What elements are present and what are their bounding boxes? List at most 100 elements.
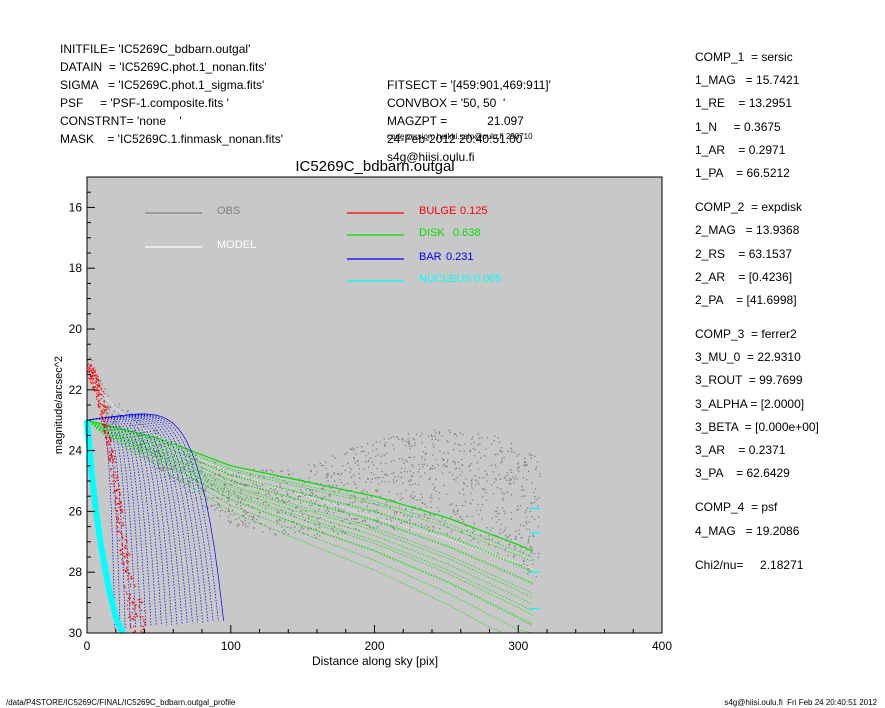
- obs-point: [501, 451, 504, 453]
- bulge-point: [126, 539, 128, 541]
- obs-point: [154, 443, 157, 445]
- obs-point: [274, 533, 276, 535]
- obs-point: [155, 433, 157, 436]
- obs-point: [295, 507, 297, 509]
- legend-value-bulge: 0.125: [460, 205, 488, 217]
- obs-point: [346, 452, 348, 454]
- obs-point: [224, 511, 226, 513]
- obs-point: [310, 471, 312, 473]
- obs-point: [400, 476, 403, 479]
- obs-point: [249, 478, 252, 480]
- obs-point: [189, 482, 191, 484]
- obs-point: [442, 459, 445, 462]
- obs-point: [205, 487, 207, 489]
- obs-point: [433, 527, 435, 529]
- obs-point: [315, 490, 317, 492]
- obs-point: [321, 464, 323, 467]
- param-line: COMP_3 = ferrer2: [695, 327, 797, 342]
- obs-point: [325, 510, 327, 512]
- obs-point: [476, 481, 479, 483]
- obs-point: [89, 357, 91, 359]
- header-line: s4g@hiisi.oulu.fi: [387, 150, 475, 164]
- obs-point: [308, 488, 311, 491]
- obs-point: [439, 521, 441, 523]
- obs-point: [311, 489, 313, 491]
- obs-point: [428, 530, 430, 533]
- obs-point: [215, 466, 217, 468]
- obs-point: [527, 542, 529, 544]
- obs-point: [479, 443, 481, 445]
- obs-point: [183, 485, 185, 488]
- obs-point: [372, 444, 374, 446]
- obs-point: [384, 481, 386, 483]
- obs-point: [218, 475, 221, 477]
- obs-point: [504, 476, 507, 478]
- obs-point: [367, 478, 369, 480]
- obs-point: [402, 440, 404, 442]
- bulge-point: [138, 605, 140, 607]
- obs-point: [364, 520, 366, 523]
- obs-point: [233, 513, 235, 516]
- obs-point: [190, 470, 192, 472]
- bulge-point: [98, 401, 100, 403]
- obs-point: [421, 502, 424, 504]
- bulge-point: [116, 471, 118, 473]
- bulge-point: [118, 488, 120, 490]
- obs-point: [528, 521, 530, 523]
- obs-point: [533, 536, 535, 538]
- obs-point: [445, 465, 447, 468]
- obs-point: [185, 454, 187, 456]
- obs-point: [453, 511, 455, 513]
- obs-point: [411, 464, 413, 466]
- bulge-point: [94, 374, 96, 376]
- obs-point: [486, 473, 488, 475]
- obs-point: [459, 537, 461, 539]
- bulge-point: [116, 510, 118, 512]
- obs-point: [526, 573, 529, 575]
- obs-point: [538, 497, 540, 499]
- obs-point: [506, 479, 508, 481]
- obs-point: [471, 436, 474, 438]
- obs-point: [375, 489, 377, 491]
- obs-point: [500, 488, 502, 490]
- obs-point: [372, 527, 375, 529]
- bulge-point: [127, 578, 129, 581]
- bulge-point: [118, 522, 120, 524]
- obs-point: [194, 455, 196, 457]
- obs-point: [390, 437, 392, 439]
- bulge-point: [122, 552, 125, 555]
- bulge-point: [126, 553, 128, 555]
- obs-point: [463, 504, 465, 507]
- obs-point: [415, 433, 418, 435]
- obs-point: [142, 440, 144, 442]
- bulge-point: [105, 406, 107, 408]
- bulge-point: [122, 522, 124, 524]
- obs-point: [142, 442, 144, 444]
- obs-point: [381, 470, 383, 472]
- obs-point: [414, 444, 416, 446]
- bar-line: [86, 417, 136, 628]
- obs-point: [384, 445, 386, 447]
- obs-point: [99, 399, 101, 401]
- bulge-point: [134, 608, 136, 610]
- bulge-point: [129, 624, 131, 626]
- obs-point: [281, 470, 284, 472]
- obs-point: [362, 498, 364, 501]
- obs-point: [459, 468, 461, 470]
- bulge-point: [92, 387, 94, 389]
- obs-point: [426, 464, 428, 467]
- obs-point: [265, 469, 267, 471]
- obs-point: [245, 485, 248, 487]
- obs-point: [262, 501, 265, 504]
- obs-point: [472, 531, 474, 533]
- bar-line: [86, 413, 224, 621]
- obs-point: [396, 480, 398, 482]
- obs-point: [393, 436, 395, 438]
- obs-point: [428, 478, 431, 480]
- legend-value-nucleus: 0.005: [474, 273, 502, 285]
- obs-point: [406, 471, 409, 473]
- obs-point: [144, 442, 147, 444]
- bulge-point: [106, 436, 108, 438]
- obs-point: [332, 484, 334, 486]
